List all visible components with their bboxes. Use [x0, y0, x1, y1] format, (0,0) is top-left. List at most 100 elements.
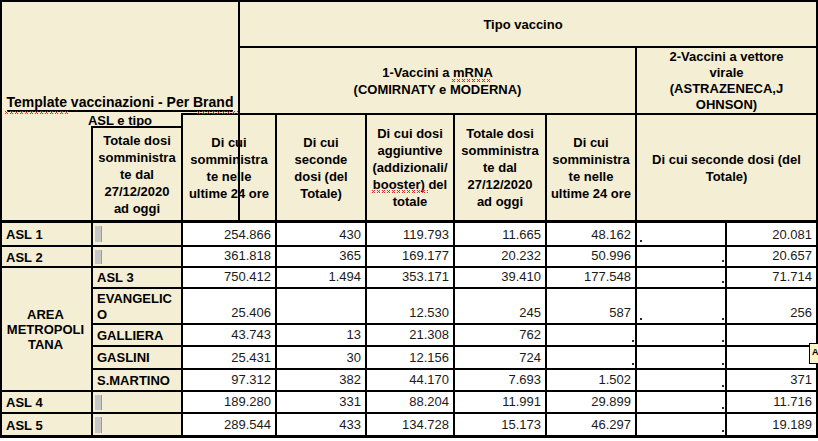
spellcheck-squiggle	[451, 79, 492, 82]
data-cell[interactable]	[278, 290, 363, 323]
cell-dot-artifact	[632, 363, 634, 365]
cell-artifact-bar	[95, 417, 102, 433]
sub-label-evangelico[interactable]: EVANGELIC O	[95, 290, 181, 323]
row-label-asl5[interactable]: ASL 5	[2, 415, 91, 435]
data-cell[interactable]: 48.162	[548, 223, 633, 245]
col-header-seconde-dosi-vettore[interactable]: Di cui seconde dosi (del Totale)	[637, 115, 816, 220]
data-cell[interactable]: 20.657	[728, 248, 814, 266]
data-cell[interactable]: 46.297	[548, 415, 633, 435]
spellcheck-squiggle	[371, 190, 428, 193]
col-header-seconde-dosi-mrna[interactable]: Di cui seconde dosi (del Totale)	[277, 115, 365, 220]
data-cell[interactable]: 433	[278, 415, 363, 435]
row-label-asl4[interactable]: ASL 4	[2, 393, 91, 412]
data-cell[interactable]: 13	[278, 326, 363, 345]
data-cell[interactable]: 88.204	[368, 393, 451, 412]
data-cell[interactable]: 762	[456, 326, 543, 345]
data-cell[interactable]	[638, 248, 723, 266]
data-cell[interactable]: 724	[456, 348, 543, 368]
data-cell[interactable]: 361.818	[184, 248, 273, 266]
data-cell[interactable]: 11.716	[728, 393, 814, 412]
data-cell[interactable]: 12.156	[368, 348, 451, 368]
data-cell[interactable]: 30	[278, 348, 363, 368]
header-group-mrna[interactable]: 1-Vaccini a mRNA (COMIRNATY e MODERNA)	[240, 48, 635, 113]
data-cell[interactable]: 119.793	[368, 223, 451, 245]
sub-label-gaslini[interactable]: GASLINI	[95, 348, 181, 368]
col-header-totale-dosi-vettore[interactable]: Totale dosi somministra te dal 27/12/202…	[455, 115, 545, 220]
row-label-area-metropolitana[interactable]: AREA METROPOLI TANA	[0, 269, 91, 390]
spellcheck-squiggle	[196, 111, 238, 114]
corner-title: Template vaccinazioni - Per Brand	[7, 94, 234, 112]
data-cell[interactable]: 25.406	[184, 290, 273, 323]
data-cell[interactable]: 430	[278, 223, 363, 245]
header-group-vettore-virale[interactable]: 2-Vaccini a vettore virale (ASTRAZENECA,…	[637, 48, 816, 113]
data-cell[interactable]: 44.170	[368, 371, 451, 390]
data-cell[interactable]	[638, 290, 723, 323]
data-cell[interactable]: 43.743	[184, 326, 273, 345]
data-cell[interactable]: 365	[278, 248, 363, 266]
data-cell[interactable]: 189.280	[184, 393, 273, 412]
data-cell[interactable]: 134.728	[368, 415, 451, 435]
data-cell[interactable]: 750.412	[184, 269, 273, 287]
data-cell[interactable]: 12.530	[368, 290, 451, 323]
col-header-dosi-aggiuntive[interactable]: Di cui dosi aggiuntive (addizionali/ boo…	[367, 115, 453, 220]
cell-dot-artifact	[722, 260, 724, 262]
annotation-marker[interactable]: A	[809, 343, 818, 364]
data-cell[interactable]	[638, 348, 723, 368]
data-cell[interactable]	[548, 326, 633, 345]
cell-artifact-bar	[95, 226, 102, 242]
data-cell[interactable]: 289.544	[184, 415, 273, 435]
data-cell[interactable]	[638, 415, 723, 435]
data-cell[interactable]: 50.996	[548, 248, 633, 266]
data-cell[interactable]: 29.899	[548, 393, 633, 412]
data-cell[interactable]: 587	[548, 290, 633, 323]
data-cell[interactable]: 169.177	[368, 248, 451, 266]
header-tipo-vaccino[interactable]: Tipo vaccino	[240, 2, 806, 46]
data-cell[interactable]	[638, 371, 723, 390]
col-header-ultime-24-ore-vettore[interactable]: Di cui somministra te nelle ultime 24 or…	[547, 115, 635, 220]
data-cell[interactable]: 21.308	[368, 326, 451, 345]
data-cell[interactable]: 382	[278, 371, 363, 390]
data-cell[interactable]: 71.714	[728, 269, 814, 287]
data-cell[interactable]: 371	[728, 371, 814, 390]
sub-label-smartino[interactable]: S.MARTINO	[95, 371, 181, 390]
data-cell[interactable]: 20.232	[456, 248, 543, 266]
row-label-asl1[interactable]: ASL 1	[2, 223, 91, 245]
data-cell[interactable]: 245	[456, 290, 543, 323]
col-header-ultime-24-ore-mrna[interactable]: Di cui somministra te nelle ultime 24 or…	[183, 115, 275, 220]
data-cell[interactable]: 177.548	[548, 269, 633, 287]
data-cell[interactable]	[728, 326, 814, 345]
data-cell[interactable]	[548, 348, 633, 368]
cell-dot-artifact	[632, 340, 634, 342]
data-cell[interactable]: 39.410	[456, 269, 543, 287]
cell-dot-artifact	[640, 240, 642, 242]
data-cell[interactable]: 19.189	[728, 415, 814, 435]
data-cell[interactable]: 256	[728, 290, 814, 323]
data-cell[interactable]	[638, 223, 723, 245]
cell-dot-artifact	[722, 430, 724, 432]
data-cell[interactable]: 97.312	[184, 371, 273, 390]
data-cell[interactable]: 11.665	[456, 223, 543, 245]
col-header-totale-dosi-mrna[interactable]: Totale dosi somministra te dal 27/12/202…	[93, 128, 181, 220]
grid-line	[0, 435, 818, 438]
sub-label-asl3[interactable]: ASL 3	[95, 269, 181, 287]
data-cell[interactable]: 1.502	[548, 371, 633, 390]
data-cell[interactable]: 7.693	[456, 371, 543, 390]
corner-title-cell[interactable]: Template vaccinazioni - Per Brand	[0, 55, 240, 112]
data-cell[interactable]: 1.494	[278, 269, 363, 287]
data-cell[interactable]: 254.866	[184, 223, 273, 245]
cell-dot-artifact	[640, 318, 642, 320]
data-cell[interactable]: 20.081	[728, 223, 814, 245]
sub-label-galliera[interactable]: GALLIERA	[95, 326, 181, 345]
data-cell[interactable]: 353.171	[368, 269, 451, 287]
data-cell[interactable]: 331	[278, 393, 363, 412]
data-cell[interactable]	[638, 393, 723, 412]
spellcheck-squiggle	[4, 111, 68, 114]
data-cell[interactable]: 15.173	[456, 415, 543, 435]
data-cell[interactable]	[728, 348, 814, 368]
row-label-asl2[interactable]: ASL 2	[2, 248, 91, 266]
grid-line	[725, 220, 727, 437]
data-cell[interactable]: 25.431	[184, 348, 273, 368]
data-cell[interactable]: 11.991	[456, 393, 543, 412]
data-cell[interactable]	[638, 326, 723, 345]
data-cell[interactable]	[638, 269, 723, 287]
